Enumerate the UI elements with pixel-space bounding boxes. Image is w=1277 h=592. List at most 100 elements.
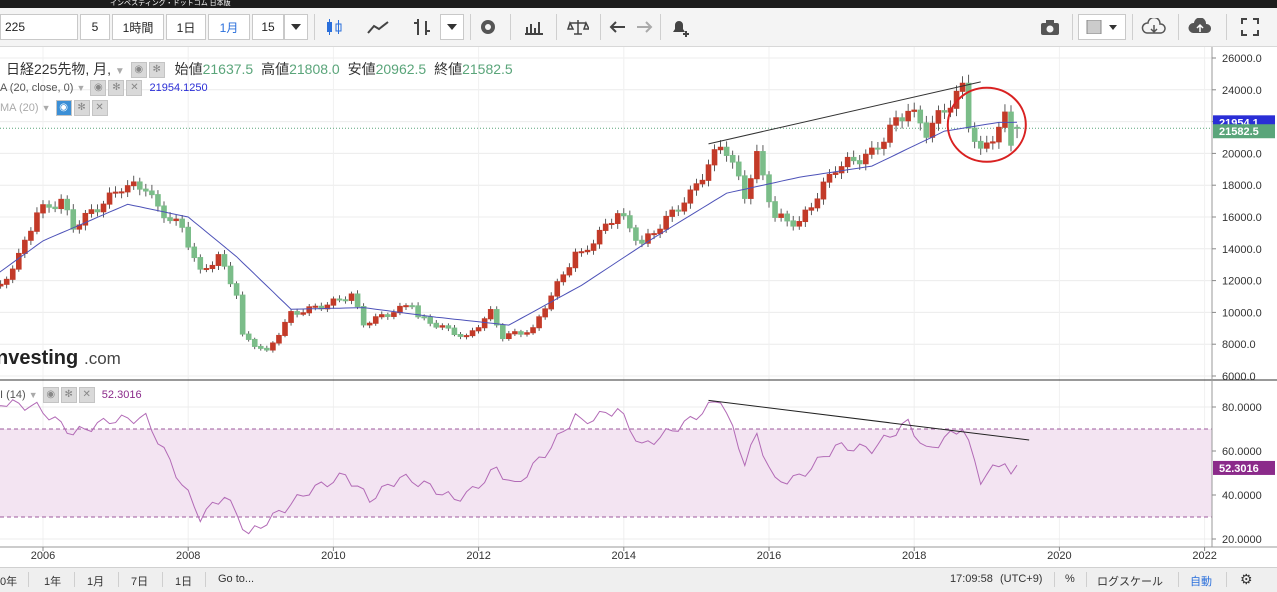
candle xyxy=(875,147,881,150)
count-input[interactable]: 15 xyxy=(252,14,284,40)
candle xyxy=(94,209,101,213)
auto-scale-toggle[interactable]: 自動 xyxy=(1190,576,1212,588)
rsi-label: I (14) xyxy=(0,388,26,401)
candle xyxy=(584,249,591,253)
range-1d-button[interactable]: 1日 xyxy=(175,576,193,588)
rsi-value-tag: 52.3016 xyxy=(1219,463,1259,475)
gear-icon[interactable]: ✻ xyxy=(148,62,165,79)
gear-icon[interactable]: ✻ xyxy=(108,80,125,96)
timeframe-1d-button[interactable]: 1日 xyxy=(166,14,206,40)
candle xyxy=(935,110,942,124)
candlestick-chart-button[interactable] xyxy=(318,14,350,40)
chevron-down-icon xyxy=(291,24,301,30)
candle xyxy=(959,82,966,92)
candle xyxy=(518,331,524,335)
chart-area[interactable]: 26000.024000.022000.020000.018000.016000… xyxy=(0,47,1277,567)
close-value-tag-bg xyxy=(1213,124,1275,139)
candle xyxy=(82,212,89,226)
sma-line xyxy=(0,121,1018,326)
percent-toggle[interactable]: % xyxy=(1065,573,1075,585)
candle xyxy=(52,206,58,210)
range-1y-button[interactable]: 1年 xyxy=(44,576,62,588)
candles xyxy=(0,74,1020,353)
save-chart-button[interactable] xyxy=(1184,14,1216,40)
candle xyxy=(669,209,676,217)
alert-button[interactable] xyxy=(664,14,696,40)
bottom-divider xyxy=(28,572,29,587)
candle xyxy=(197,257,204,270)
candle xyxy=(899,117,905,122)
interval-input[interactable]: 5 xyxy=(80,14,110,40)
gear-icon[interactable]: ✻ xyxy=(60,387,77,403)
candle xyxy=(439,325,446,328)
candle xyxy=(258,345,264,349)
price-tick-label: 14000.0 xyxy=(1222,244,1262,256)
chart-type-dropdown-button[interactable] xyxy=(440,14,464,40)
candle xyxy=(391,312,397,317)
fullscreen-button[interactable] xyxy=(1234,14,1266,40)
candle xyxy=(675,209,682,212)
candle xyxy=(112,191,119,194)
candle xyxy=(554,281,561,297)
candle xyxy=(608,222,615,225)
line-chart-button[interactable] xyxy=(362,14,394,40)
screenshot-button[interactable] xyxy=(1034,14,1066,40)
undo-icon xyxy=(609,21,625,33)
chevron-down-icon[interactable]: ▼ xyxy=(41,102,51,113)
gear-icon[interactable]: ✻ xyxy=(73,100,90,116)
close-icon[interactable]: ✕ xyxy=(126,80,143,96)
settings-button[interactable] xyxy=(472,14,504,40)
candle xyxy=(385,314,391,317)
indicators-button[interactable] xyxy=(406,14,438,40)
range-7d-button[interactable]: 7日 xyxy=(131,576,149,588)
candle xyxy=(264,347,270,351)
eye-icon[interactable]: ◉ xyxy=(90,80,107,96)
chevron-down-icon[interactable]: ▼ xyxy=(76,82,86,93)
high-label: 高値 xyxy=(261,61,290,77)
close-icon[interactable]: ✕ xyxy=(78,387,95,403)
log-scale-toggle[interactable]: ログスケール xyxy=(1097,576,1163,588)
candle xyxy=(245,333,252,340)
template-dropdown-button[interactable] xyxy=(1078,14,1126,40)
candle xyxy=(548,295,555,310)
redo-button[interactable] xyxy=(628,14,660,40)
load-chart-button[interactable] xyxy=(1138,14,1170,40)
eye-icon[interactable]: ◉ xyxy=(42,387,59,403)
candle xyxy=(614,213,621,224)
candle xyxy=(209,264,216,270)
chevron-down-icon[interactable]: ▼ xyxy=(114,66,125,77)
candle xyxy=(893,117,899,126)
candle xyxy=(312,305,319,308)
symbol-input[interactable]: 225 xyxy=(0,14,78,40)
candle xyxy=(905,110,911,122)
candle xyxy=(941,110,948,113)
candle xyxy=(735,161,742,177)
candle xyxy=(16,252,22,270)
clock-time: 17:09:58 xyxy=(950,573,993,585)
candle xyxy=(917,109,924,124)
timeframe-1m-button[interactable]: 1月 xyxy=(208,14,250,40)
range-button[interactable]: 0年 xyxy=(0,576,18,588)
eye-icon[interactable]: ◉ xyxy=(55,100,72,116)
range-1m-button[interactable]: 1月 xyxy=(87,576,105,588)
goto-button[interactable]: Go to... xyxy=(218,573,255,585)
timezone[interactable]: (UTC+9) xyxy=(1000,573,1043,585)
time-tick-label: 2022 xyxy=(1192,550,1216,562)
candle xyxy=(46,204,52,208)
highlight-circle xyxy=(946,86,1027,163)
candle xyxy=(808,207,815,211)
candle xyxy=(560,274,567,283)
compare-button[interactable] xyxy=(562,14,594,40)
studies-button[interactable] xyxy=(518,14,550,40)
close-icon[interactable]: ✕ xyxy=(91,100,108,116)
chart-toolbar: 225 5 1時間 1日 1月 15 xyxy=(0,8,1277,47)
chevron-down-icon[interactable]: ▼ xyxy=(28,389,38,400)
undo-button[interactable] xyxy=(602,14,634,40)
candle xyxy=(155,194,161,207)
timeframe-1h-button[interactable]: 1時間 xyxy=(112,14,164,40)
candle xyxy=(330,298,337,306)
count-dropdown-button[interactable] xyxy=(284,14,308,40)
ohlc-icon xyxy=(414,19,430,35)
eye-icon[interactable]: ◉ xyxy=(130,62,147,79)
gear-icon[interactable]: ⚙ xyxy=(1240,571,1253,587)
